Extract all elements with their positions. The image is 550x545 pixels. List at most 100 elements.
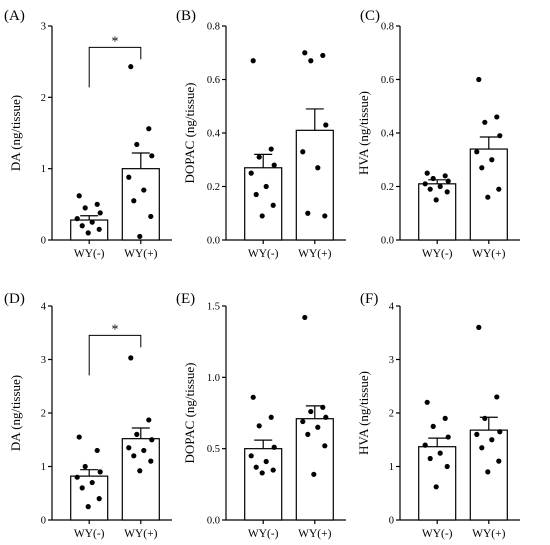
data-point [300, 418, 306, 425]
data-point [311, 471, 317, 477]
y-tick-label: 0.2 [381, 182, 394, 193]
data-point [94, 447, 100, 454]
data-point [259, 470, 265, 476]
x-tick-label: WY(+) [298, 528, 331, 540]
data-point [482, 415, 488, 421]
y-tick-label: 1 [41, 164, 46, 175]
data-point [479, 445, 485, 451]
data-point [148, 458, 154, 464]
bar [418, 446, 457, 521]
data-point [482, 119, 488, 125]
data-point [141, 187, 147, 193]
data-point [445, 178, 451, 184]
data-point [430, 423, 436, 429]
data-point [305, 431, 311, 437]
y-tick-label: 4 [41, 302, 47, 313]
data-point [485, 194, 491, 200]
data-point [146, 126, 152, 132]
x-tick-label: WY(-) [422, 528, 453, 540]
y-axis-label: DA (ng/tissue) [8, 375, 23, 451]
data-point [263, 458, 269, 465]
y-tick-label: 1.0 [207, 373, 220, 384]
y-tick-label: 4 [389, 302, 395, 313]
data-point [268, 414, 274, 420]
data-point [74, 216, 80, 222]
significance-bracket [88, 334, 142, 376]
data-point [302, 314, 308, 321]
data-point [424, 170, 430, 176]
y-axis-label: DOPAC (ng/tissue) [182, 362, 197, 463]
data-point [323, 414, 329, 420]
y-axis-label: HVA (ng/tissue) [356, 91, 371, 175]
data-point [422, 181, 428, 187]
x-tick-label: WY(-) [74, 528, 105, 540]
x-tick-label: WY(+) [124, 528, 157, 540]
x-tick-label: WY(+) [472, 528, 505, 540]
y-tick-label: 0.2 [207, 182, 220, 193]
data-point [126, 445, 132, 451]
data-point [89, 479, 95, 486]
data-point [445, 434, 451, 440]
data-point [308, 408, 314, 415]
y-tick-label: 0.0 [381, 236, 394, 247]
y-tick-label: 0 [41, 516, 46, 527]
data-point [141, 447, 147, 454]
data-point [256, 423, 262, 429]
bar [295, 418, 334, 521]
data-point [89, 219, 95, 225]
data-point [271, 162, 277, 168]
y-tick-label: 0.4 [381, 129, 395, 140]
x-tick-label: WY(+) [124, 248, 157, 260]
data-point [496, 186, 502, 192]
y-tick-label: 1 [389, 462, 394, 473]
data-point [97, 210, 103, 216]
data-point [149, 153, 155, 159]
y-tick-label: 0.6 [207, 75, 220, 86]
data-point [489, 157, 495, 163]
data-point [497, 429, 503, 435]
data-point [442, 173, 448, 179]
bar [70, 475, 109, 521]
data-point [126, 174, 132, 180]
y-axis-label: HVA (ng/tissue) [356, 371, 371, 455]
data-point [253, 191, 259, 198]
x-tick-label: WY(-) [248, 248, 279, 260]
y-axis-label: DA (ng/tissue) [8, 95, 23, 171]
bar [469, 429, 508, 521]
y-tick-label: 0.5 [207, 444, 220, 455]
data-point [427, 186, 433, 192]
data-point [474, 149, 480, 155]
data-point [96, 496, 102, 502]
data-point [474, 431, 480, 437]
bar [418, 183, 457, 241]
significance-bracket [88, 46, 142, 88]
chart-panel: (D) DA (ng/tissue) 0 1 2 3 4 WY(-) WY(+) * [4, 291, 172, 540]
y-tick-label: 3 [389, 355, 394, 366]
data-point [433, 197, 439, 203]
data-point [476, 324, 482, 330]
x-tick-label: WY(+) [298, 248, 331, 260]
data-point [250, 58, 256, 64]
y-tick-label: 3 [41, 355, 46, 366]
y-tick-label: 0 [389, 516, 394, 527]
data-point [134, 431, 140, 437]
data-point [444, 463, 450, 470]
data-point [442, 415, 448, 421]
chart-panel: (B) DOPAC (ng/tissue) 0.0 0.2 0.4 0.6 0.8 WY(-)… [176, 8, 346, 260]
bar [244, 448, 283, 521]
data-point [476, 76, 482, 83]
data-point [323, 122, 329, 128]
data-point [253, 464, 259, 470]
data-point [479, 165, 485, 171]
data-point [248, 453, 254, 459]
panel-letter: (C) [360, 8, 380, 24]
data-point [85, 230, 91, 236]
data-point [444, 189, 450, 195]
data-point [146, 417, 152, 423]
data-point [305, 210, 311, 216]
data-point [79, 223, 85, 229]
data-point [437, 450, 443, 456]
data-point [85, 504, 91, 510]
significance-star: * [112, 34, 119, 49]
